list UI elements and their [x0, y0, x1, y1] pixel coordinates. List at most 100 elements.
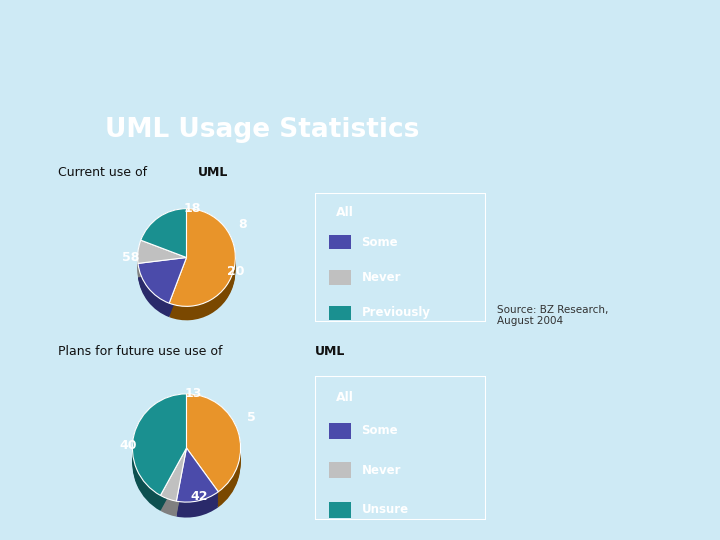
Wedge shape: [161, 463, 186, 517]
Wedge shape: [138, 252, 186, 275]
Text: 8: 8: [238, 218, 247, 232]
Wedge shape: [186, 400, 240, 497]
Wedge shape: [169, 210, 235, 308]
Wedge shape: [138, 260, 186, 306]
Bar: [329, 502, 351, 518]
Wedge shape: [161, 455, 186, 508]
Wedge shape: [186, 402, 240, 500]
Bar: [329, 235, 351, 249]
Wedge shape: [169, 212, 235, 310]
Bar: [329, 306, 351, 320]
Wedge shape: [138, 272, 186, 317]
Wedge shape: [169, 215, 235, 313]
Wedge shape: [176, 449, 218, 503]
Wedge shape: [138, 251, 186, 274]
Wedge shape: [138, 240, 186, 264]
Wedge shape: [161, 458, 186, 511]
Wedge shape: [138, 269, 186, 315]
Wedge shape: [141, 210, 186, 259]
Wedge shape: [186, 409, 240, 507]
Wedge shape: [169, 219, 235, 316]
Wedge shape: [161, 449, 186, 503]
Wedge shape: [169, 222, 235, 320]
Wedge shape: [161, 454, 186, 507]
Wedge shape: [176, 454, 218, 508]
Text: 20: 20: [227, 265, 244, 278]
Wedge shape: [138, 245, 186, 268]
Wedge shape: [138, 268, 186, 313]
Wedge shape: [141, 222, 186, 272]
Wedge shape: [176, 452, 218, 507]
Text: UML: UML: [315, 345, 345, 358]
Wedge shape: [176, 462, 218, 516]
Wedge shape: [138, 270, 186, 316]
Wedge shape: [138, 259, 186, 305]
Wedge shape: [138, 254, 186, 278]
Wedge shape: [132, 401, 186, 502]
Wedge shape: [186, 395, 240, 493]
Wedge shape: [132, 394, 186, 495]
Wedge shape: [169, 218, 235, 315]
Bar: [329, 271, 351, 285]
Wedge shape: [161, 461, 186, 514]
Text: 40: 40: [120, 439, 138, 452]
Wedge shape: [141, 218, 186, 266]
Wedge shape: [132, 398, 186, 500]
Bar: [329, 462, 351, 478]
Wedge shape: [186, 398, 240, 496]
Wedge shape: [141, 214, 186, 262]
Wedge shape: [169, 221, 235, 319]
Wedge shape: [132, 404, 186, 505]
Wedge shape: [138, 261, 186, 307]
Wedge shape: [138, 249, 186, 272]
Wedge shape: [161, 462, 186, 515]
Text: All: All: [336, 206, 354, 219]
Text: Previously: Previously: [361, 306, 431, 319]
Wedge shape: [161, 451, 186, 504]
Text: 42: 42: [191, 490, 208, 503]
Text: Unsure: Unsure: [361, 503, 408, 516]
Wedge shape: [138, 265, 186, 311]
Wedge shape: [141, 216, 186, 265]
Text: 58: 58: [122, 251, 140, 264]
Text: All: All: [336, 391, 354, 404]
Wedge shape: [138, 240, 186, 264]
Text: UML: UML: [198, 166, 228, 179]
Wedge shape: [169, 216, 235, 314]
Wedge shape: [161, 459, 186, 512]
Wedge shape: [161, 448, 186, 501]
Wedge shape: [132, 402, 186, 504]
Wedge shape: [186, 401, 240, 499]
Wedge shape: [186, 404, 240, 502]
Wedge shape: [141, 219, 186, 268]
Wedge shape: [138, 253, 186, 276]
Wedge shape: [138, 248, 186, 271]
Wedge shape: [169, 208, 235, 306]
Wedge shape: [176, 451, 218, 505]
Wedge shape: [132, 409, 186, 511]
Text: 18: 18: [184, 202, 201, 215]
Wedge shape: [186, 407, 240, 504]
Wedge shape: [176, 456, 218, 510]
Wedge shape: [176, 463, 218, 517]
Wedge shape: [141, 220, 186, 269]
Wedge shape: [169, 208, 235, 306]
Text: Never: Never: [361, 271, 401, 284]
Wedge shape: [169, 214, 235, 312]
Wedge shape: [132, 405, 186, 507]
Wedge shape: [176, 461, 218, 515]
Wedge shape: [176, 455, 218, 509]
Wedge shape: [138, 262, 186, 308]
Wedge shape: [141, 221, 186, 270]
Wedge shape: [176, 459, 218, 514]
Wedge shape: [132, 395, 186, 497]
Wedge shape: [138, 258, 186, 303]
Wedge shape: [132, 397, 186, 498]
Wedge shape: [186, 394, 240, 492]
Wedge shape: [138, 264, 186, 309]
Text: 5: 5: [246, 410, 256, 423]
Wedge shape: [169, 220, 235, 318]
Wedge shape: [161, 448, 186, 501]
Wedge shape: [132, 400, 186, 501]
Text: UML Usage Statistics: UML Usage Statistics: [105, 117, 420, 143]
